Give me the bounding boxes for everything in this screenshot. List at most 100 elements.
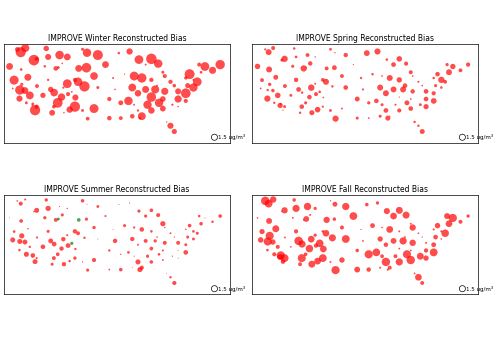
Circle shape bbox=[330, 48, 332, 50]
Circle shape bbox=[264, 238, 272, 245]
Circle shape bbox=[163, 241, 166, 245]
Circle shape bbox=[422, 85, 423, 86]
Circle shape bbox=[334, 52, 336, 53]
Circle shape bbox=[163, 74, 166, 78]
Circle shape bbox=[440, 87, 442, 89]
Circle shape bbox=[446, 70, 452, 75]
Circle shape bbox=[44, 65, 46, 67]
Title: IMPROVE Spring Reconstructed Bias: IMPROVE Spring Reconstructed Bias bbox=[296, 34, 434, 43]
Circle shape bbox=[415, 274, 422, 281]
Circle shape bbox=[378, 237, 382, 241]
Circle shape bbox=[386, 116, 390, 120]
Circle shape bbox=[192, 79, 194, 81]
Circle shape bbox=[332, 266, 340, 274]
Circle shape bbox=[355, 97, 360, 101]
Circle shape bbox=[330, 200, 331, 201]
Circle shape bbox=[62, 262, 66, 266]
Circle shape bbox=[124, 74, 125, 75]
Circle shape bbox=[128, 84, 136, 91]
Circle shape bbox=[112, 77, 114, 79]
Circle shape bbox=[164, 227, 166, 228]
Circle shape bbox=[410, 224, 416, 231]
Circle shape bbox=[342, 235, 349, 243]
Circle shape bbox=[387, 269, 388, 270]
Circle shape bbox=[292, 198, 296, 201]
Circle shape bbox=[266, 49, 272, 55]
Circle shape bbox=[198, 63, 201, 66]
Circle shape bbox=[408, 106, 413, 111]
Circle shape bbox=[36, 237, 38, 238]
Circle shape bbox=[406, 256, 415, 264]
Circle shape bbox=[196, 232, 198, 235]
Circle shape bbox=[150, 230, 152, 233]
Circle shape bbox=[435, 223, 440, 228]
Circle shape bbox=[379, 115, 382, 118]
Circle shape bbox=[184, 243, 187, 246]
Circle shape bbox=[410, 223, 412, 224]
Circle shape bbox=[150, 78, 154, 82]
Circle shape bbox=[158, 253, 160, 256]
Circle shape bbox=[40, 93, 46, 98]
Circle shape bbox=[22, 44, 29, 52]
Circle shape bbox=[20, 219, 23, 223]
Circle shape bbox=[412, 75, 414, 77]
Circle shape bbox=[403, 212, 409, 218]
Text: 1.5 ug/m³: 1.5 ug/m³ bbox=[218, 286, 246, 292]
Circle shape bbox=[172, 281, 176, 285]
Circle shape bbox=[176, 241, 180, 245]
Circle shape bbox=[344, 86, 348, 90]
Circle shape bbox=[192, 238, 194, 240]
Circle shape bbox=[392, 63, 396, 67]
Circle shape bbox=[274, 102, 276, 104]
Circle shape bbox=[332, 85, 334, 88]
Circle shape bbox=[26, 92, 34, 99]
Circle shape bbox=[438, 77, 444, 83]
Circle shape bbox=[260, 78, 264, 82]
Circle shape bbox=[450, 64, 456, 69]
Circle shape bbox=[15, 47, 20, 52]
Circle shape bbox=[314, 244, 318, 247]
Circle shape bbox=[314, 56, 316, 57]
Circle shape bbox=[374, 49, 380, 54]
Circle shape bbox=[391, 87, 396, 92]
Circle shape bbox=[44, 216, 46, 219]
Circle shape bbox=[257, 217, 258, 219]
Circle shape bbox=[166, 121, 167, 122]
Circle shape bbox=[403, 83, 407, 88]
Circle shape bbox=[156, 237, 158, 238]
Circle shape bbox=[341, 108, 342, 109]
Circle shape bbox=[398, 108, 401, 112]
Circle shape bbox=[30, 105, 40, 115]
Circle shape bbox=[172, 129, 176, 134]
Circle shape bbox=[174, 96, 182, 102]
Circle shape bbox=[73, 229, 77, 233]
Circle shape bbox=[318, 91, 321, 93]
Circle shape bbox=[353, 64, 354, 65]
Circle shape bbox=[403, 250, 411, 258]
Circle shape bbox=[272, 225, 279, 232]
Circle shape bbox=[301, 92, 303, 94]
Circle shape bbox=[92, 258, 96, 262]
Circle shape bbox=[29, 55, 39, 65]
Circle shape bbox=[277, 251, 284, 259]
Circle shape bbox=[162, 88, 168, 95]
Circle shape bbox=[418, 233, 419, 234]
Circle shape bbox=[162, 71, 164, 74]
Circle shape bbox=[129, 202, 130, 203]
Circle shape bbox=[45, 198, 48, 201]
Circle shape bbox=[90, 104, 98, 113]
Circle shape bbox=[154, 240, 156, 242]
Circle shape bbox=[114, 89, 116, 90]
Circle shape bbox=[332, 202, 337, 207]
Circle shape bbox=[284, 105, 286, 108]
Circle shape bbox=[364, 50, 370, 56]
Circle shape bbox=[155, 99, 163, 107]
Circle shape bbox=[58, 94, 65, 101]
Circle shape bbox=[424, 89, 428, 94]
Circle shape bbox=[134, 104, 135, 105]
Circle shape bbox=[425, 242, 427, 244]
Circle shape bbox=[170, 233, 172, 234]
Circle shape bbox=[290, 94, 292, 97]
Circle shape bbox=[304, 203, 311, 210]
Circle shape bbox=[137, 244, 139, 245]
